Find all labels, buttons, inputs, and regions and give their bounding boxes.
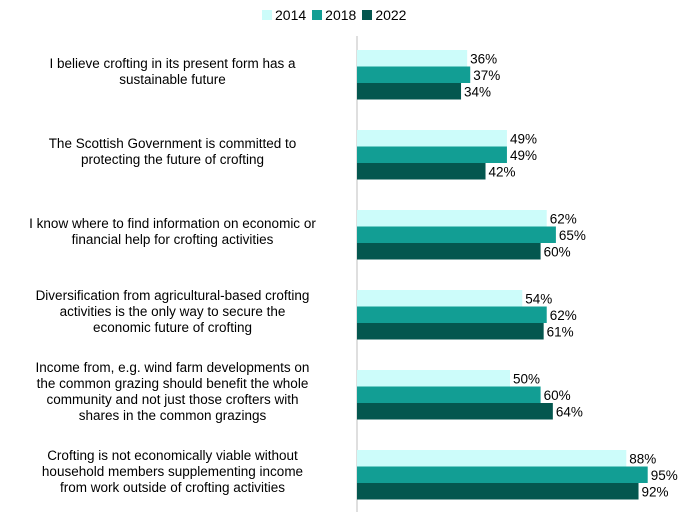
category-label: Income from, e.g. wind farm developments… xyxy=(0,360,345,424)
category-label-line: I know where to find information on econ… xyxy=(29,215,316,231)
bar-2018 xyxy=(357,66,471,83)
legend-swatch-2022 xyxy=(362,10,373,20)
data-label-2022: 34% xyxy=(464,84,491,99)
category-label-line: protecting the future of crofting xyxy=(80,151,265,167)
legend-swatch-2014 xyxy=(262,10,272,20)
data-label-2014: 62% xyxy=(550,211,577,226)
bar-2022 xyxy=(357,243,541,260)
category-label: The Scottish Government is committed to p… xyxy=(0,136,345,168)
data-label-2022: 42% xyxy=(489,164,516,179)
legend-swatch-2018 xyxy=(312,10,323,20)
category-label: I believe crofting in its present form h… xyxy=(0,56,345,88)
data-label-2022: 92% xyxy=(642,484,669,499)
legend-label-2022: 2022 xyxy=(375,7,407,23)
category-label-line: I believe crofting in its present form h… xyxy=(49,55,296,71)
data-label-2014: 88% xyxy=(629,451,656,466)
bar-2018 xyxy=(357,466,648,483)
bar-2022 xyxy=(357,323,544,340)
legend-item-2022: 2022 xyxy=(362,7,406,23)
bar-2014 xyxy=(357,50,468,67)
data-label-2018: 65% xyxy=(559,228,586,243)
category-label: Crofting is not economically viable with… xyxy=(0,448,345,496)
legend-label-2018: 2018 xyxy=(325,7,357,23)
category-label-line: The Scottish Government is committed to xyxy=(48,135,297,151)
bar-2014 xyxy=(357,290,523,307)
data-label-2018: 60% xyxy=(544,388,571,403)
data-label-2018: 49% xyxy=(510,148,537,163)
data-label-2014: 54% xyxy=(525,291,552,306)
category-label-line: Income from, e.g. wind farm developments… xyxy=(35,359,310,375)
data-label-2014: 50% xyxy=(513,371,540,386)
data-label-2014: 49% xyxy=(510,131,537,146)
category-label-line: economic future of crofting xyxy=(92,319,253,335)
bar-2022 xyxy=(357,163,486,180)
category-label-line: the common grazing should benefit the wh… xyxy=(36,375,309,391)
category-label-line: from work outside of crofting activities xyxy=(59,479,286,495)
data-label-2018: 37% xyxy=(473,68,500,83)
category-label-line: sustainable future xyxy=(119,71,226,87)
category-label-line: Diversification from agricultural-based … xyxy=(35,287,310,303)
data-label-2018: 95% xyxy=(651,468,678,483)
legend-label-2014: 2014 xyxy=(275,7,307,23)
category-label: I know where to find information on econ… xyxy=(0,216,345,248)
category-label-line: shares in the common grazings xyxy=(78,407,267,423)
bar-2014 xyxy=(357,450,627,467)
bar-2018 xyxy=(357,386,541,403)
category-label-line: household members supplementing income xyxy=(41,463,304,479)
bar-2022 xyxy=(357,83,462,100)
bar-2014 xyxy=(357,210,547,227)
category-label-line: financial help for crofting activities xyxy=(71,231,274,247)
bar-2022 xyxy=(357,403,553,420)
bar-2018 xyxy=(357,146,507,163)
data-label-2022: 60% xyxy=(544,244,571,259)
category-label-line: activities is the only way to secure the xyxy=(59,303,286,319)
bar-2014 xyxy=(357,130,507,147)
chart-legend: 2014 2018 2022 xyxy=(262,7,412,23)
category-label: Diversification from agricultural-based … xyxy=(0,288,345,336)
data-label-2022: 61% xyxy=(547,324,574,339)
bar-2014 xyxy=(357,370,510,387)
data-label-2014: 36% xyxy=(470,51,497,66)
bar-2022 xyxy=(357,483,639,500)
data-label-2022: 64% xyxy=(556,404,583,419)
legend-item-2018: 2018 xyxy=(312,7,356,23)
data-label-2018: 62% xyxy=(550,308,577,323)
legend-item-2014: 2014 xyxy=(262,7,306,23)
category-label-line: community and not just those crofters wi… xyxy=(46,391,299,407)
bar-2018 xyxy=(357,306,547,323)
category-label-line: Crofting is not economically viable with… xyxy=(47,447,298,463)
bar-2018 xyxy=(357,226,556,243)
